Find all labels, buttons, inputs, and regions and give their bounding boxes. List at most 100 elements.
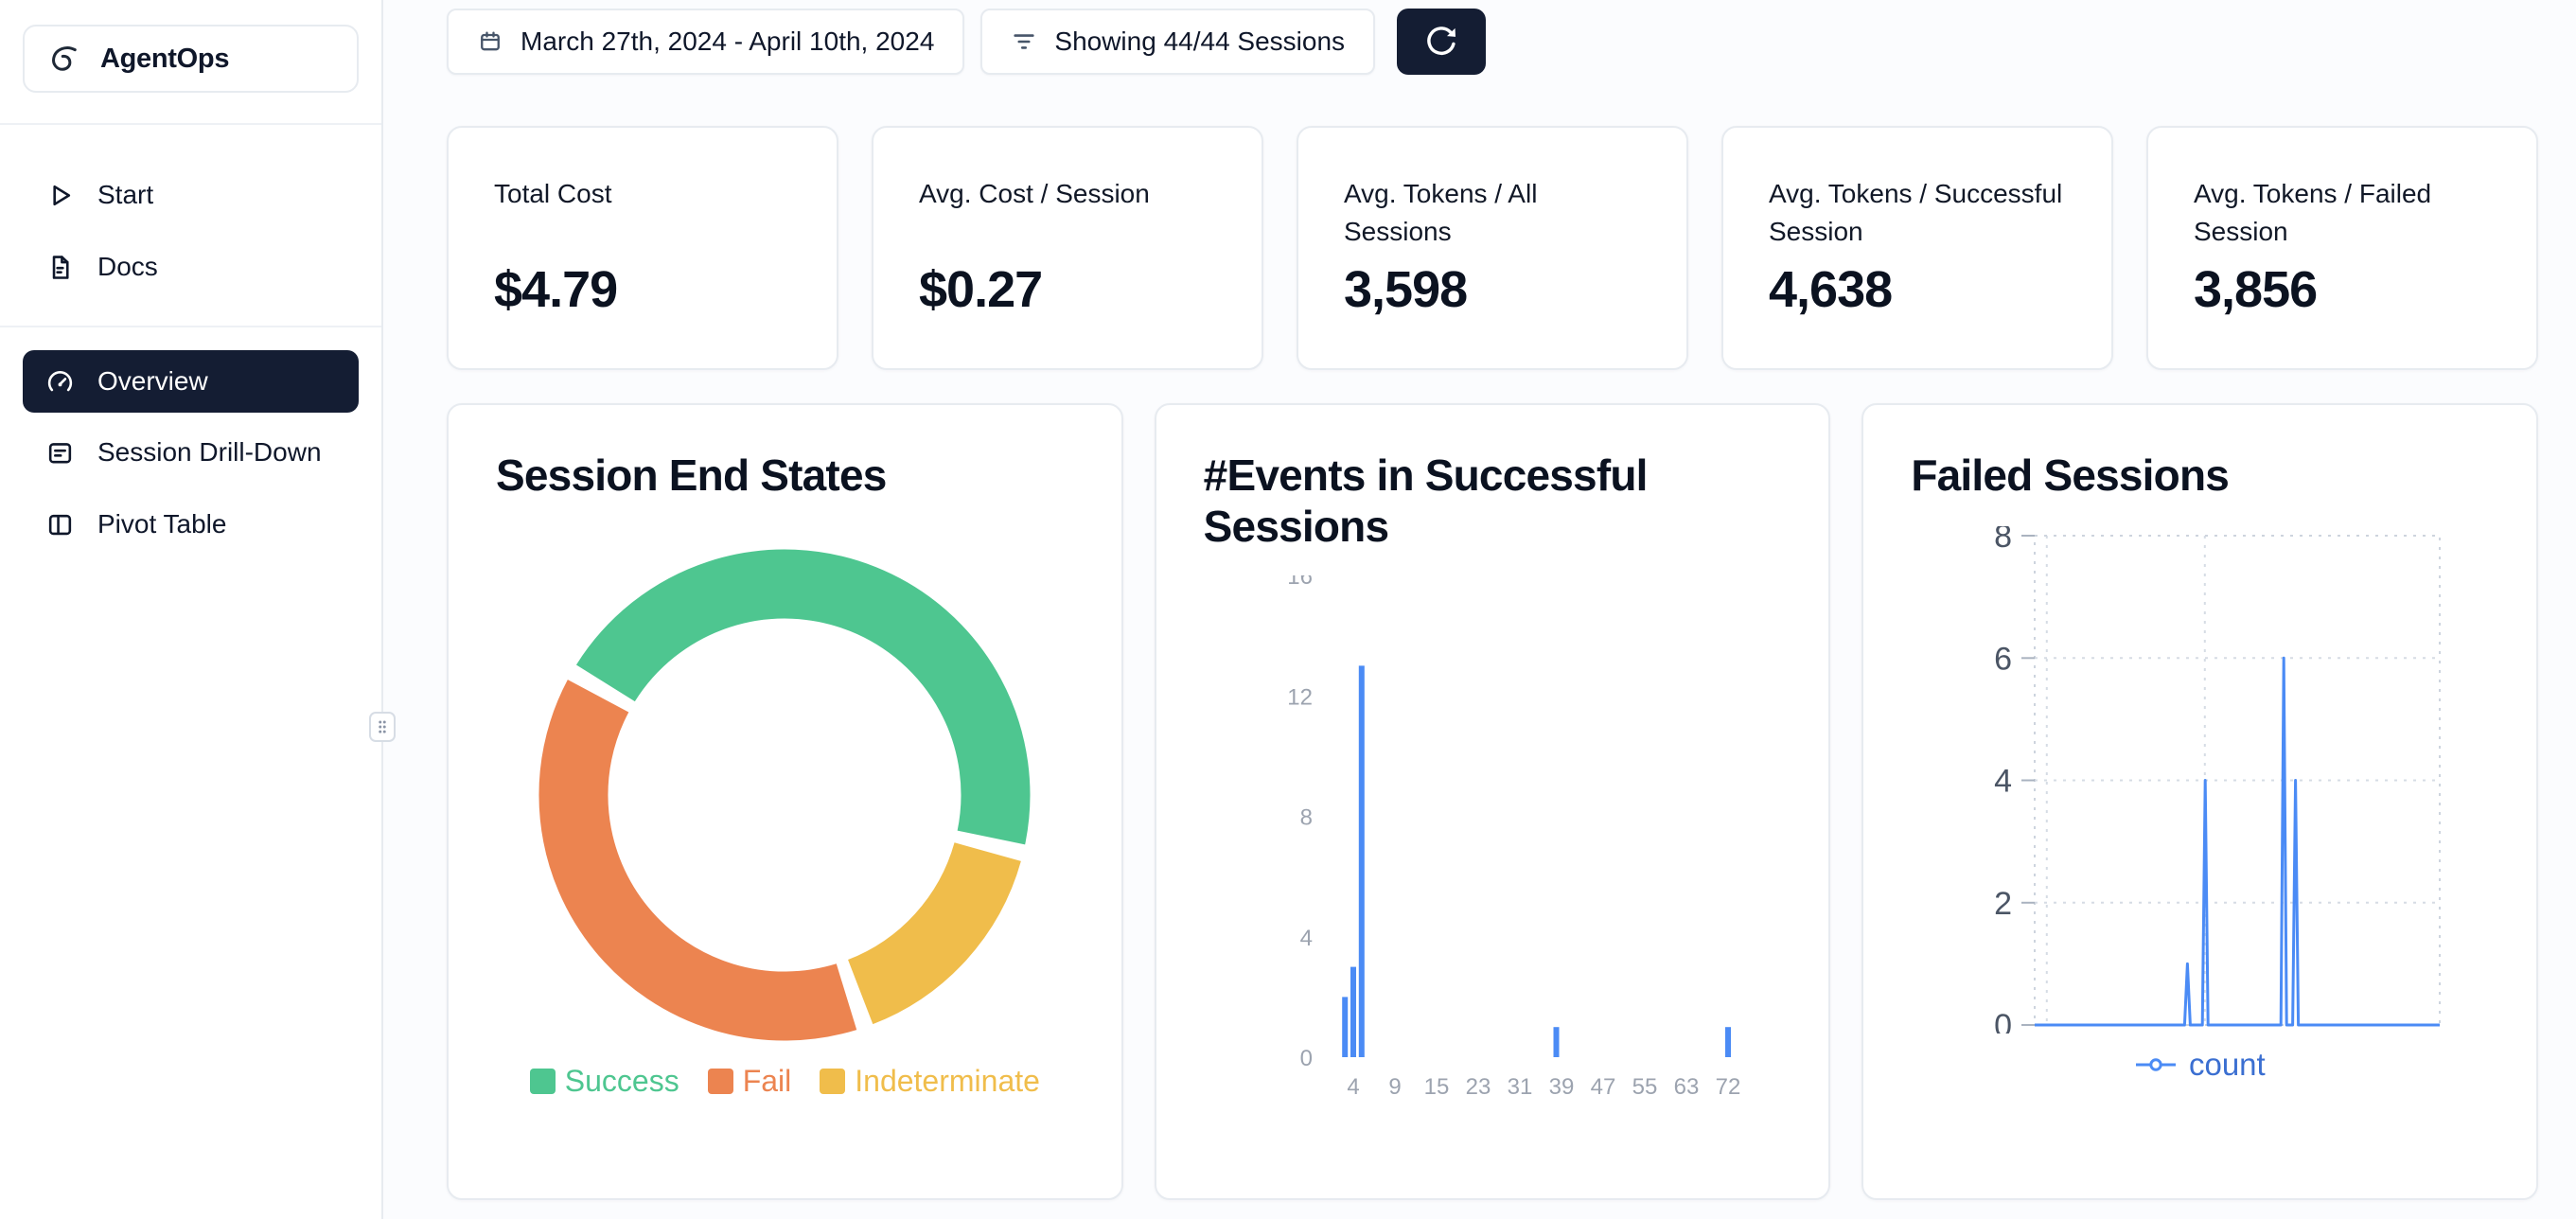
y-tick-label: 2	[1994, 886, 2012, 922]
donut-chart: Success Fail Indeterminate	[496, 502, 1074, 1099]
y-tick-label: 4	[1994, 763, 2012, 799]
toolbar: March 27th, 2024 - April 10th, 2024 Show…	[447, 9, 2538, 75]
stat-value: 3,856	[2194, 261, 2318, 318]
count-line-series[interactable]	[2035, 656, 2441, 1027]
events-histogram-card: #Events in Successful Sessions 0 4 8 12 16 4 9…	[1154, 403, 1831, 1200]
failed-sessions-card: Failed Sessions 0 2 4 6 8 count	[1861, 403, 2539, 1200]
y-tick-label: 0	[1299, 1046, 1312, 1071]
sidebar-divider	[0, 123, 381, 125]
refresh-icon	[1427, 26, 1456, 56]
sidebar-resize-handle[interactable]	[369, 712, 396, 742]
play-icon	[53, 185, 71, 205]
bar-chart-svg: 0 4 8 12 16 4 9 15 23 31 39 47 55 63 72	[1287, 575, 1740, 1100]
stat-card-avg-cost-session: Avg. Cost / Session $0.27	[872, 126, 1263, 370]
x-tick-label: 55	[1632, 1074, 1657, 1100]
date-range-label: March 27th, 2024 - April 10th, 2024	[520, 26, 935, 56]
donut-segment-indeterminate[interactable]	[847, 841, 1022, 1024]
sidebar-divider	[0, 326, 381, 327]
donut-segment-fail[interactable]	[538, 680, 857, 1041]
y-tick-label: 4	[1299, 925, 1312, 950]
app-name: AgentOps	[100, 43, 230, 74]
legend-swatch	[820, 1068, 846, 1094]
plot-border	[2034, 534, 2442, 1026]
y-tick-label: 16	[1287, 575, 1313, 590]
stat-card-avg-tokens-failed: Avg. Tokens / Failed Session 3,856	[2146, 126, 2538, 370]
sidebar: AgentOps Start Docs Overview	[0, 0, 383, 1219]
columns-icon	[48, 514, 72, 535]
histogram-bar[interactable]	[1553, 1026, 1560, 1057]
stat-label: Avg. Cost / Session	[919, 179, 1150, 208]
y-tick-label: 6	[1994, 641, 2012, 677]
legend-label: Indeterminate	[855, 1063, 1040, 1098]
legend-label: Fail	[742, 1063, 792, 1098]
donut-segment-success[interactable]	[576, 549, 1031, 845]
x-tick-label: 4	[1347, 1074, 1359, 1100]
sidebar-item-overview[interactable]: Overview	[23, 350, 359, 413]
x-tick-label: 15	[1423, 1074, 1449, 1100]
line-chart-svg: 0 2 4 6 8	[1994, 526, 2442, 1034]
stat-value: $4.79	[494, 261, 618, 318]
legend-item-indeterminate[interactable]: Indeterminate	[820, 1064, 1040, 1099]
x-tick-label: 63	[1673, 1074, 1699, 1100]
stat-value: 4,638	[1769, 261, 1893, 318]
filter-icon	[1014, 34, 1035, 49]
histogram-bar[interactable]	[1358, 665, 1365, 1057]
sidebar-item-start[interactable]: Start	[23, 159, 359, 231]
x-tick-label: 47	[1590, 1074, 1615, 1100]
list-card-icon	[48, 442, 72, 463]
docs-icon	[52, 255, 69, 279]
stat-value: 3,598	[1344, 261, 1468, 318]
donut-legend: Success Fail Indeterminate	[529, 1063, 1040, 1099]
legend-swatch	[529, 1068, 556, 1094]
app-logo[interactable]: AgentOps	[23, 25, 359, 93]
date-range-button[interactable]: March 27th, 2024 - April 10th, 2024	[447, 9, 965, 75]
sidebar-item-pivot-table[interactable]: Pivot Table	[23, 488, 359, 560]
stat-value: $0.27	[919, 261, 1043, 318]
y-tick-label: 8	[1994, 526, 2012, 555]
line-legend-label: count	[2188, 1046, 2266, 1082]
sidebar-item-label: Overview	[97, 366, 208, 396]
line-legend-marker	[2135, 1058, 2176, 1071]
stat-label: Avg. Tokens / Successful Session	[1769, 179, 2063, 246]
sidebar-nav: Start Docs Overview Session Drill-Down	[0, 159, 381, 560]
charts-row: Session End States Success Fail Indetermin…	[447, 403, 2539, 1200]
sidebar-item-label: Start	[97, 180, 154, 209]
y-tick-label: 0	[1994, 1008, 2012, 1034]
legend-item-success[interactable]: Success	[529, 1063, 679, 1099]
stat-card-total-cost: Total Cost $4.79	[447, 126, 838, 370]
x-tick-label: 9	[1388, 1074, 1401, 1100]
stat-card-avg-tokens-successful: Avg. Tokens / Successful Session 4,638	[1721, 126, 2113, 370]
chart-title: Session End States	[496, 450, 887, 500]
legend-label: Success	[564, 1063, 679, 1098]
sidebar-item-label: Docs	[97, 252, 158, 281]
agentops-logo-icon	[52, 46, 77, 71]
drag-handle-icon	[379, 720, 386, 733]
legend-swatch	[707, 1068, 733, 1094]
donut-svg	[538, 549, 1031, 1041]
dashboard-main: March 27th, 2024 - April 10th, 2024 Show…	[383, 0, 2576, 1219]
histogram-bar[interactable]	[1724, 1026, 1731, 1057]
histogram-bar[interactable]	[1350, 966, 1356, 1057]
calendar-icon	[481, 31, 500, 51]
sessions-filter-label: Showing 44/44 Sessions	[1054, 26, 1346, 56]
x-tick-label: 31	[1507, 1074, 1532, 1100]
x-tick-label: 23	[1465, 1074, 1491, 1100]
legend-item-fail[interactable]: Fail	[707, 1063, 792, 1099]
y-tick-label: 12	[1287, 684, 1313, 710]
x-tick-label: 72	[1715, 1074, 1740, 1100]
sidebar-item-session-drill-down[interactable]: Session Drill-Down	[23, 416, 359, 488]
session-end-states-card: Session End States Success Fail Indetermin…	[447, 403, 1123, 1200]
sidebar-item-label: Pivot Table	[97, 509, 227, 539]
chart-title: #Events in Successful Sessions	[1203, 450, 1649, 551]
histogram-bar[interactable]	[1341, 997, 1348, 1057]
line-legend[interactable]: count	[1911, 1047, 2488, 1083]
stat-label: Total Cost	[494, 179, 612, 208]
sidebar-item-docs[interactable]: Docs	[23, 231, 359, 303]
stat-label: Avg. Tokens / Failed Session	[2194, 179, 2432, 246]
stat-card-avg-tokens-all: Avg. Tokens / All Sessions 3,598	[1297, 126, 1688, 370]
stat-label: Avg. Tokens / All Sessions	[1344, 179, 1538, 246]
refresh-button[interactable]	[1397, 9, 1487, 75]
y-tick-label: 8	[1299, 804, 1312, 830]
x-tick-label: 39	[1548, 1074, 1574, 1100]
sessions-filter-button[interactable]: Showing 44/44 Sessions	[980, 9, 1376, 75]
